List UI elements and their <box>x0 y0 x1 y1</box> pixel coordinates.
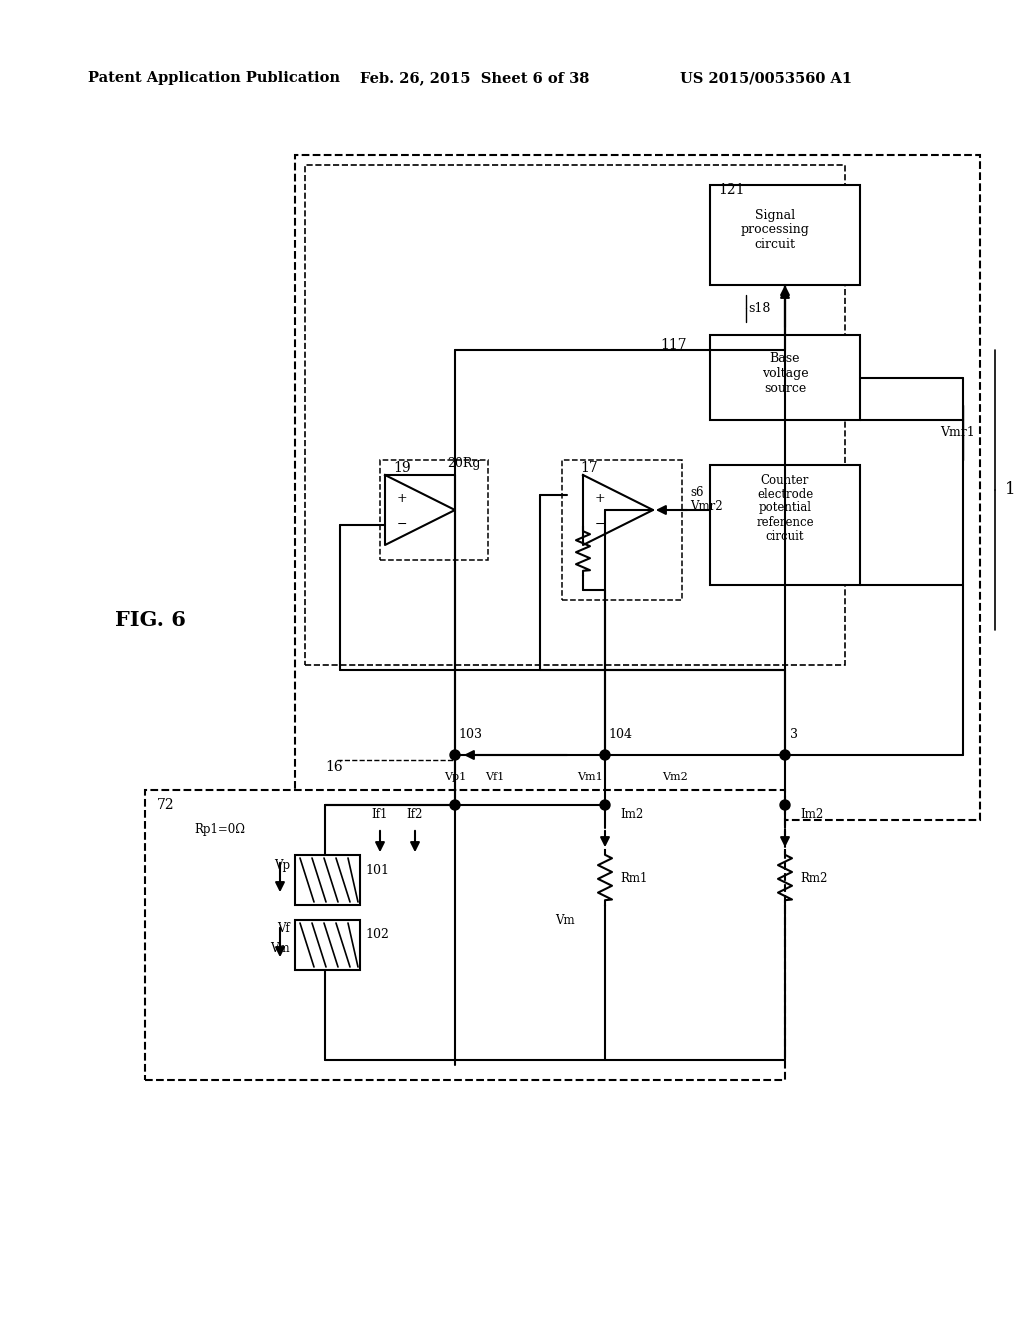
Text: s6: s6 <box>690 486 703 499</box>
Circle shape <box>450 800 460 810</box>
Bar <box>295 855 360 906</box>
Text: 121: 121 <box>718 183 744 197</box>
Text: Vmr2: Vmr2 <box>690 500 723 513</box>
Text: US 2015/0053560 A1: US 2015/0053560 A1 <box>680 71 852 84</box>
Text: Vf1: Vf1 <box>485 772 505 781</box>
Bar <box>562 459 682 601</box>
Text: 72: 72 <box>157 799 175 812</box>
Text: Vm: Vm <box>555 913 575 927</box>
Bar <box>710 465 860 585</box>
Text: circuit: circuit <box>755 239 796 252</box>
Text: electrode: electrode <box>757 487 813 500</box>
Text: 104: 104 <box>608 729 632 742</box>
Text: +: + <box>595 491 605 504</box>
Text: FIG. 6: FIG. 6 <box>115 610 186 630</box>
Circle shape <box>600 750 610 760</box>
Text: If1: If1 <box>372 808 388 821</box>
Text: Im2: Im2 <box>800 808 823 821</box>
Bar <box>295 154 980 820</box>
Bar <box>710 185 860 285</box>
Text: Base: Base <box>770 351 800 364</box>
Text: 117: 117 <box>660 338 687 352</box>
Text: voltage: voltage <box>762 367 808 380</box>
Text: 103: 103 <box>458 729 482 742</box>
Text: 102: 102 <box>365 928 389 941</box>
Text: Vmr1: Vmr1 <box>940 425 975 438</box>
Text: 1: 1 <box>1005 482 1016 499</box>
Text: Patent Application Publication: Patent Application Publication <box>88 71 340 84</box>
Bar <box>305 165 845 665</box>
Text: Vm: Vm <box>270 941 290 954</box>
Text: 101: 101 <box>365 863 389 876</box>
Text: If2: If2 <box>407 808 423 821</box>
Text: 19: 19 <box>393 461 411 475</box>
Text: s18: s18 <box>748 301 770 314</box>
Circle shape <box>450 750 460 760</box>
Text: 16: 16 <box>325 760 343 774</box>
Text: Rm2: Rm2 <box>800 871 827 884</box>
Text: Vp: Vp <box>273 858 290 871</box>
Text: Rm1: Rm1 <box>620 871 647 884</box>
Text: +: + <box>396 491 408 504</box>
Text: −: − <box>595 517 605 531</box>
Text: processing: processing <box>740 223 809 236</box>
Bar <box>145 789 785 1080</box>
Bar <box>295 920 360 970</box>
Text: Signal: Signal <box>755 209 795 222</box>
Text: Vf: Vf <box>278 921 290 935</box>
Text: Vp1: Vp1 <box>443 772 466 781</box>
Circle shape <box>780 800 790 810</box>
Text: −: − <box>396 517 408 531</box>
Text: 20Rg: 20Rg <box>447 457 480 470</box>
Text: Counter: Counter <box>761 474 809 487</box>
Text: Rp1=0Ω: Rp1=0Ω <box>195 824 246 837</box>
Bar <box>710 335 860 420</box>
Circle shape <box>600 800 610 810</box>
Text: Im2: Im2 <box>620 808 643 821</box>
Text: reference: reference <box>756 516 814 528</box>
Text: potential: potential <box>759 502 811 515</box>
Text: circuit: circuit <box>766 529 804 543</box>
Text: Vm1: Vm1 <box>578 772 603 781</box>
Text: Vm2: Vm2 <box>663 772 688 781</box>
Text: Feb. 26, 2015  Sheet 6 of 38: Feb. 26, 2015 Sheet 6 of 38 <box>360 71 590 84</box>
Circle shape <box>780 750 790 760</box>
Text: 3: 3 <box>790 729 798 742</box>
Bar <box>380 459 488 560</box>
Text: 17: 17 <box>580 461 598 475</box>
Text: source: source <box>764 381 806 395</box>
